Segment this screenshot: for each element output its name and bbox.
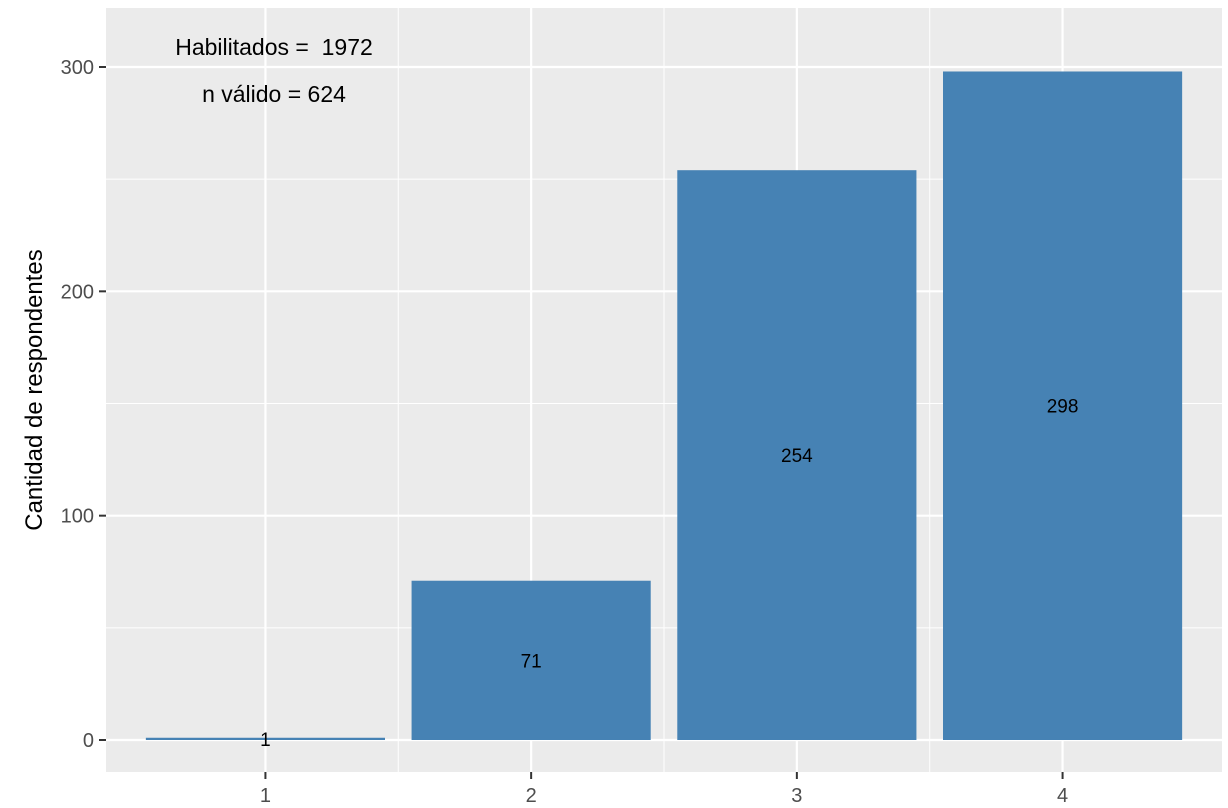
y-axis: 0 100 200 300: [61, 57, 106, 752]
data-label-3: 254: [781, 446, 813, 467]
x-axis: 1 2 3 4: [260, 772, 1068, 807]
y-tick-label: 100: [61, 506, 94, 528]
data-label-4: 298: [1047, 397, 1079, 418]
annotation-habilitados: Habilitados = 1972: [175, 34, 373, 60]
bar-1: [145, 737, 385, 740]
bar-3: [677, 170, 917, 740]
y-axis-title: Cantidad de respondentes: [21, 249, 48, 531]
x-tick-label: 4: [1057, 785, 1068, 807]
data-label-2: 71: [521, 651, 542, 672]
x-tick-label: 3: [791, 785, 802, 807]
y-tick-label: 300: [61, 57, 94, 79]
bars: [145, 71, 1183, 740]
data-label-1: 1: [260, 730, 271, 751]
x-tick-label: 1: [260, 785, 271, 807]
data-labels: 1 71 254 298: [260, 397, 1078, 751]
bar-4: [943, 71, 1183, 740]
annotation-n-valido: n válido = 624: [202, 81, 346, 107]
x-tick-label: 2: [526, 785, 537, 807]
y-tick-label: 0: [83, 730, 94, 752]
y-tick-label: 200: [61, 281, 94, 303]
bar-2: [411, 580, 651, 740]
